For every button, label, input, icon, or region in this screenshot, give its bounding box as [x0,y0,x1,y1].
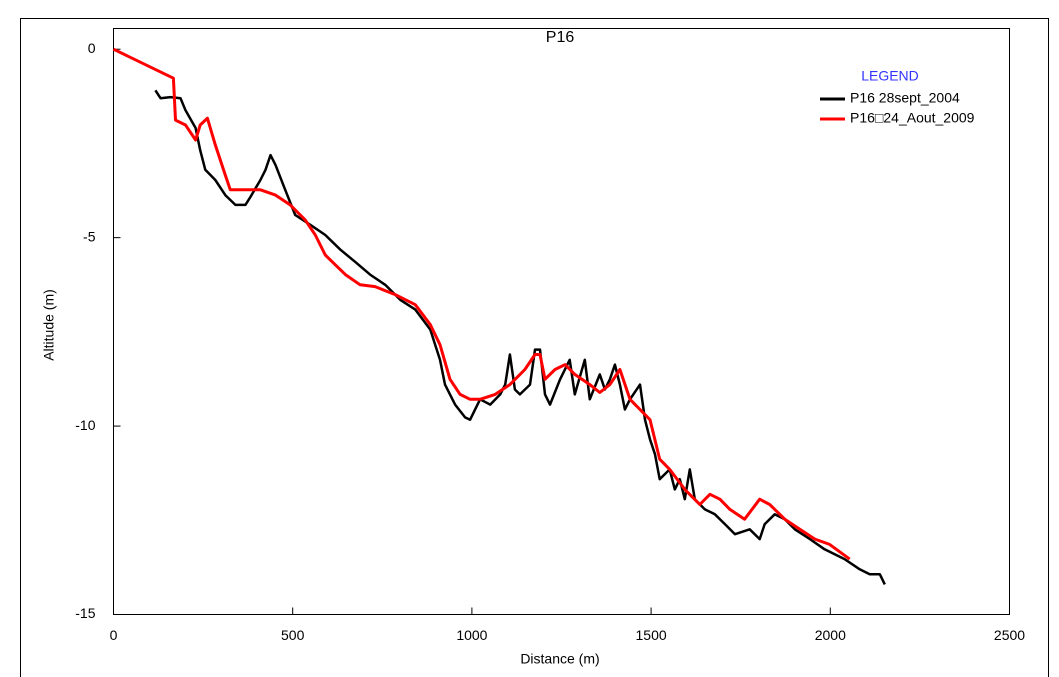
y-tick-label: -5 [83,228,96,244]
y-tick-label: 0 [88,40,96,56]
line-series [154,89,886,585]
line-series [112,47,851,561]
x-tick-label: 500 [281,627,305,643]
x-tick-label: 0 [110,627,118,643]
x-axis-label: Distance (m) [520,651,599,667]
legend-label: P16 28sept_2004 [850,90,960,106]
legend-title: LEGEND [861,68,919,84]
y-axis-label: Altitude (m) [41,289,57,361]
legend-label: P16□24_Aout_2009 [850,110,975,126]
y-tick-label: -15 [75,605,95,621]
x-tick-label: 1500 [636,627,667,643]
plot-frame [113,28,1010,615]
chart-title: P16 [546,29,575,46]
x-tick-label: 2500 [994,627,1025,643]
x-tick-label: 2000 [815,627,846,643]
y-tick-label: -10 [75,417,95,433]
outer-frame [20,18,1049,677]
x-tick-label: 1000 [456,627,487,643]
